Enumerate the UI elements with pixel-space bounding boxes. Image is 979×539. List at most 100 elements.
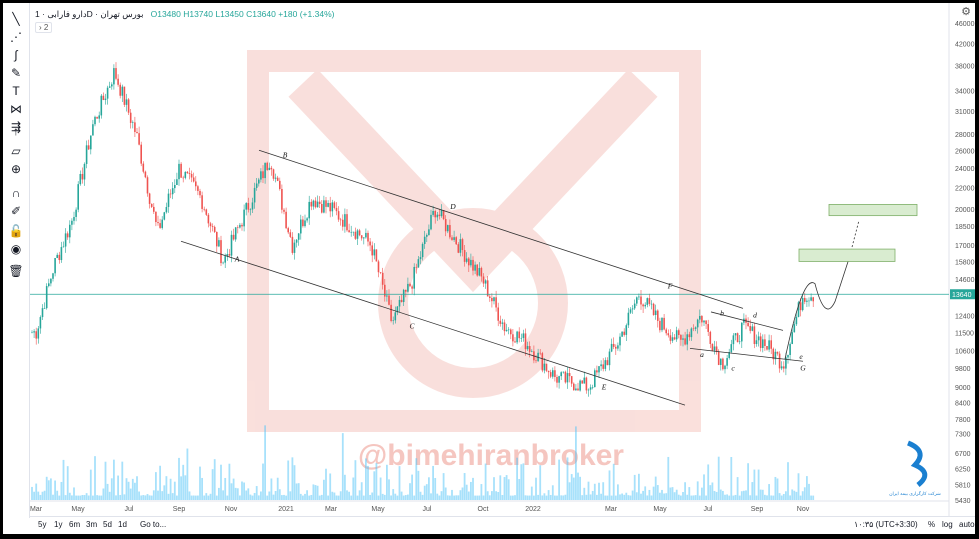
candle[interactable] xyxy=(678,330,680,336)
candle[interactable] xyxy=(302,219,304,227)
candle[interactable] xyxy=(98,115,100,119)
candle[interactable] xyxy=(644,304,646,307)
candle[interactable] xyxy=(575,388,577,391)
candle[interactable] xyxy=(413,266,415,289)
candle[interactable] xyxy=(325,200,327,207)
candle[interactable] xyxy=(680,335,682,340)
candle[interactable] xyxy=(686,334,688,345)
candle[interactable] xyxy=(793,324,796,333)
projection-dashed[interactable] xyxy=(848,220,860,259)
candle[interactable] xyxy=(524,333,527,350)
candle[interactable] xyxy=(587,389,590,391)
candle[interactable] xyxy=(293,242,296,253)
candle[interactable] xyxy=(703,320,705,323)
candle[interactable] xyxy=(369,241,371,246)
candle[interactable] xyxy=(132,122,134,123)
candle[interactable] xyxy=(153,206,155,212)
candle[interactable] xyxy=(501,322,504,324)
candle[interactable] xyxy=(615,346,617,349)
candle[interactable] xyxy=(348,230,350,233)
candle[interactable] xyxy=(352,231,355,233)
projection-icon[interactable]: ⇶ xyxy=(10,120,22,134)
candle[interactable] xyxy=(73,216,75,221)
interval[interactable]: 1D xyxy=(35,9,93,19)
candle[interactable] xyxy=(155,211,157,223)
candle[interactable] xyxy=(37,328,40,339)
candle[interactable] xyxy=(442,210,445,220)
candle[interactable] xyxy=(344,214,346,227)
candle[interactable] xyxy=(94,116,96,125)
trash-icon[interactable]: 🗑 xyxy=(8,264,24,278)
candle[interactable] xyxy=(239,224,241,228)
candle[interactable] xyxy=(241,224,243,227)
candle[interactable] xyxy=(472,259,474,271)
candle[interactable] xyxy=(216,231,218,247)
candle[interactable] xyxy=(390,304,392,321)
candle[interactable] xyxy=(66,233,69,238)
text-icon[interactable]: T xyxy=(12,84,20,98)
candle[interactable] xyxy=(447,225,449,232)
candle[interactable] xyxy=(491,297,493,302)
candle[interactable] xyxy=(617,345,619,349)
candle[interactable] xyxy=(360,235,363,239)
candle[interactable] xyxy=(696,319,699,328)
candle[interactable] xyxy=(386,295,388,297)
candle[interactable] xyxy=(142,163,145,172)
candle[interactable] xyxy=(726,358,728,366)
candle[interactable] xyxy=(558,376,560,383)
candle[interactable] xyxy=(797,302,800,317)
candle[interactable] xyxy=(237,227,239,228)
candle[interactable] xyxy=(327,202,329,207)
candle[interactable] xyxy=(652,303,655,316)
chart-canvas[interactable]: @bimehiranbroker 46000 42000 38000 34000 3100… xyxy=(3,3,975,534)
candle[interactable] xyxy=(148,193,151,204)
candle[interactable] xyxy=(96,116,98,119)
candle[interactable] xyxy=(205,209,208,215)
candle[interactable] xyxy=(150,203,153,207)
candle[interactable] xyxy=(554,370,556,377)
candle[interactable] xyxy=(476,264,478,276)
candle[interactable] xyxy=(106,87,109,99)
candle[interactable] xyxy=(545,363,548,371)
candle[interactable] xyxy=(232,234,235,240)
candle[interactable] xyxy=(377,261,380,273)
candle[interactable] xyxy=(253,187,256,203)
candle[interactable] xyxy=(766,345,768,350)
candle[interactable] xyxy=(367,232,369,242)
candle[interactable] xyxy=(421,243,424,258)
candle[interactable] xyxy=(753,326,756,345)
candle[interactable] xyxy=(489,296,491,298)
candle[interactable] xyxy=(526,346,529,350)
candle[interactable] xyxy=(396,306,399,313)
candle[interactable] xyxy=(684,338,686,345)
candle[interactable] xyxy=(484,280,487,284)
candle[interactable] xyxy=(398,299,401,307)
candle[interactable] xyxy=(411,286,413,289)
candle[interactable] xyxy=(60,247,63,261)
candle[interactable] xyxy=(365,232,367,238)
candle[interactable] xyxy=(598,366,600,373)
candle[interactable] xyxy=(478,267,481,276)
candle[interactable] xyxy=(144,171,147,178)
candle[interactable] xyxy=(335,207,338,212)
range-1y[interactable]: 1y xyxy=(54,520,63,529)
candle[interactable] xyxy=(207,214,210,224)
candle[interactable] xyxy=(79,173,82,185)
candle[interactable] xyxy=(757,336,760,341)
candle[interactable] xyxy=(50,278,52,284)
candle[interactable] xyxy=(375,249,378,262)
candle[interactable] xyxy=(539,352,541,354)
candle[interactable] xyxy=(636,297,638,304)
candle[interactable] xyxy=(583,377,586,384)
candle[interactable] xyxy=(579,380,581,391)
candle[interactable] xyxy=(31,332,33,334)
candle[interactable] xyxy=(258,179,260,184)
triangle-lower-line[interactable] xyxy=(689,348,804,362)
candle[interactable] xyxy=(33,331,35,333)
candle[interactable] xyxy=(625,325,628,335)
range-6m[interactable]: 6m xyxy=(69,520,81,529)
candle[interactable] xyxy=(371,245,373,256)
candle[interactable] xyxy=(547,370,550,373)
candle[interactable] xyxy=(363,237,365,239)
candle[interactable] xyxy=(772,348,775,360)
